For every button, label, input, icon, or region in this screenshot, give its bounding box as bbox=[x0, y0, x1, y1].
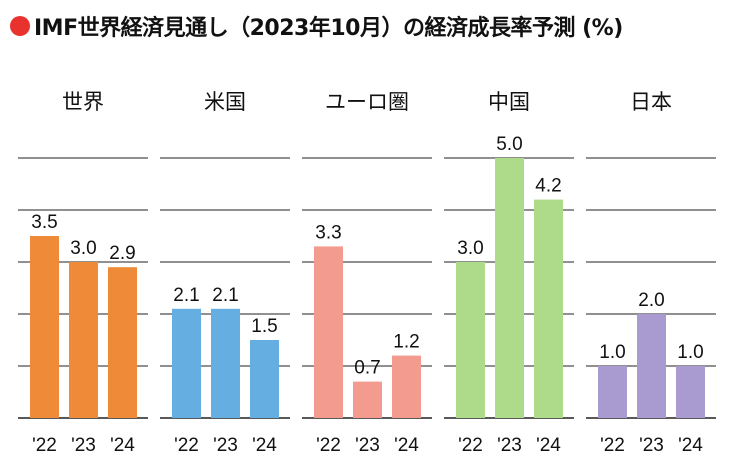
bar bbox=[211, 308, 240, 418]
bar bbox=[250, 340, 279, 418]
data-label: 0.7 bbox=[354, 358, 380, 379]
panel-label: 米国 bbox=[204, 90, 246, 114]
bar bbox=[69, 262, 98, 418]
tick-label: '22 bbox=[32, 435, 57, 456]
tick-label: '24 bbox=[536, 435, 561, 456]
bar bbox=[30, 236, 59, 418]
data-label: 3.3 bbox=[315, 222, 341, 243]
data-label: 3.0 bbox=[70, 238, 96, 259]
data-label: 2.0 bbox=[638, 290, 664, 311]
bar bbox=[534, 199, 563, 418]
panel-label: ユーロ圏 bbox=[325, 90, 409, 114]
data-label: 1.2 bbox=[393, 332, 419, 353]
data-label: 3.5 bbox=[31, 212, 57, 233]
data-label: 1.0 bbox=[677, 342, 703, 363]
bar bbox=[172, 308, 201, 418]
title-bullet-icon bbox=[10, 16, 30, 36]
bar bbox=[676, 366, 705, 418]
bar bbox=[598, 366, 627, 418]
tick-label: '22 bbox=[174, 435, 199, 456]
tick-label: '24 bbox=[110, 435, 135, 456]
bar bbox=[456, 262, 485, 418]
bar bbox=[108, 267, 137, 418]
chart-title-text: IMF世界経済見通し（2023年10月）の経済成長率予測 (%) bbox=[34, 16, 623, 41]
panel-label: 日本 bbox=[630, 90, 672, 114]
data-label: 2.1 bbox=[212, 285, 238, 306]
data-label: 2.1 bbox=[173, 285, 199, 306]
bar bbox=[353, 381, 382, 418]
tick-label: '22 bbox=[316, 435, 341, 456]
data-label: 4.2 bbox=[535, 176, 561, 197]
tick-label: '22 bbox=[458, 435, 483, 456]
bar bbox=[495, 158, 524, 418]
data-label: 1.0 bbox=[599, 342, 625, 363]
bar bbox=[637, 314, 666, 418]
data-label: 5.0 bbox=[496, 134, 522, 155]
tick-label: '23 bbox=[355, 435, 380, 456]
bar bbox=[392, 355, 421, 418]
tick-label: '24 bbox=[394, 435, 419, 456]
tick-label: '23 bbox=[639, 435, 664, 456]
tick-label: '24 bbox=[678, 435, 703, 456]
panel-label: 世界 bbox=[62, 90, 104, 114]
tick-label: '23 bbox=[213, 435, 238, 456]
tick-label: '22 bbox=[600, 435, 625, 456]
tick-label: '23 bbox=[71, 435, 96, 456]
bar bbox=[314, 246, 343, 418]
data-label: 3.0 bbox=[457, 238, 483, 259]
tick-label: '24 bbox=[252, 435, 277, 456]
tick-label: '23 bbox=[497, 435, 522, 456]
panel-label: 中国 bbox=[488, 90, 530, 114]
chart-title: IMF世界経済見通し（2023年10月）の経済成長率予測 (%) bbox=[10, 8, 623, 44]
data-label: 1.5 bbox=[251, 316, 277, 337]
data-label: 2.9 bbox=[109, 243, 135, 264]
